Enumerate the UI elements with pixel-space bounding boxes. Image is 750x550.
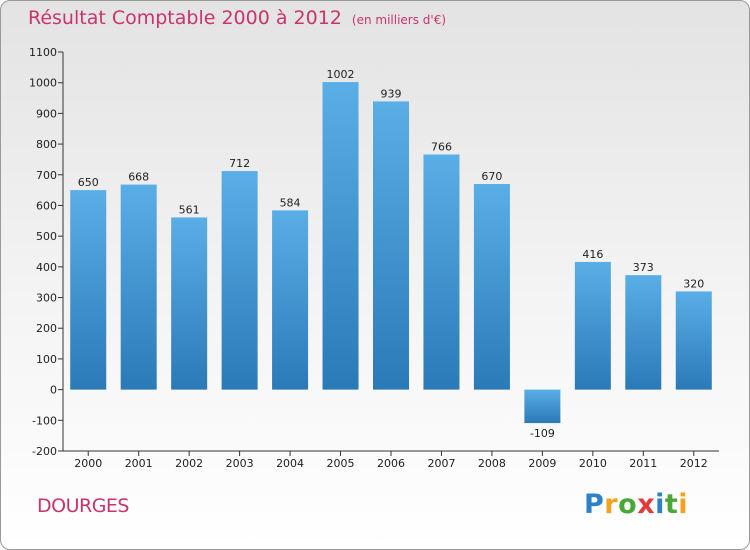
x-tick-label: 2001 — [125, 457, 153, 470]
y-tick-label: -200 — [32, 445, 57, 458]
title-line: Résultat Comptable 2000 à 2012 (en millie… — [28, 7, 446, 29]
bar — [120, 184, 157, 390]
bar — [70, 190, 107, 390]
y-tick-label: 300 — [36, 292, 57, 305]
bar — [675, 291, 712, 390]
y-tick-label: 500 — [36, 230, 57, 243]
brand-letter: i — [678, 489, 689, 520]
x-tick-label: 2008 — [478, 457, 506, 470]
x-tick-label: 2009 — [528, 457, 556, 470]
brand-letter: t — [664, 489, 679, 520]
x-tick-label: 2004 — [276, 457, 304, 470]
bar — [524, 389, 561, 424]
data-label: 939 — [381, 87, 402, 100]
brand-logo: Proxiti — [584, 489, 688, 520]
x-tick-label: 2002 — [175, 457, 203, 470]
y-tick-label: 800 — [36, 138, 57, 151]
data-label: 668 — [128, 171, 149, 184]
bar — [171, 217, 208, 390]
bar — [322, 82, 359, 390]
bar — [574, 261, 611, 390]
y-tick-label: 700 — [36, 169, 57, 182]
x-tick-label: 2005 — [327, 457, 355, 470]
bar — [473, 183, 510, 390]
data-labels: 650 668 561 712 584 1002 939 766 670 -109 416 373 32… — [78, 68, 705, 440]
commune-name: DOURGES — [37, 495, 129, 517]
chart-title: Résultat Comptable 2000 à 2012 — [28, 7, 342, 29]
y-tick-label: 400 — [36, 261, 57, 274]
bar — [373, 101, 409, 390]
x-tick-label: 2007 — [427, 457, 455, 470]
y-tick-label: 900 — [36, 107, 57, 120]
x-tick-label: 2011 — [629, 457, 657, 470]
brand-letter: r — [604, 489, 619, 520]
data-label: 650 — [78, 176, 99, 189]
data-label: 1002 — [327, 68, 355, 81]
x-tick-label: 2006 — [377, 457, 405, 470]
y-axis: -200 -100 0 100 200 300 400 500 600 700 800 900 1000… — [29, 46, 64, 458]
y-tick-label: 100 — [36, 353, 57, 366]
x-tick-label: 2000 — [74, 457, 102, 470]
y-tick-label: -100 — [32, 414, 57, 427]
brand-letter: x — [637, 489, 656, 520]
x-tick-label: 2003 — [226, 457, 254, 470]
data-label: 584 — [280, 196, 301, 209]
bars — [70, 82, 712, 424]
brand-letter: i — [655, 489, 665, 520]
data-label: 320 — [683, 277, 704, 290]
data-label: 670 — [481, 170, 502, 183]
brand-letter: P — [584, 489, 605, 520]
data-label: 373 — [633, 261, 654, 274]
y-tick-label: 200 — [36, 322, 57, 335]
x-tick-label: 2012 — [680, 457, 708, 470]
chart-subtitle: (en milliers d'€) — [351, 13, 447, 27]
y-tick-label: 1100 — [29, 46, 57, 59]
data-label: 712 — [229, 157, 250, 170]
brand-letter: o — [618, 489, 638, 520]
y-tick-label: 600 — [36, 199, 57, 212]
bar — [625, 275, 662, 390]
x-tick-label: 2010 — [579, 457, 607, 470]
y-tick-label: 1000 — [29, 77, 57, 90]
bar — [221, 171, 258, 390]
x-axis: 2000 2001 2002 2003 2004 2005 2006 2007 2008 2009… — [63, 450, 719, 470]
bar — [272, 210, 309, 390]
bar — [423, 154, 460, 390]
data-label: 561 — [179, 203, 200, 216]
data-label: 416 — [582, 248, 603, 261]
data-label: 766 — [431, 141, 452, 154]
y-tick-label: 0 — [50, 384, 57, 397]
data-label: -109 — [530, 427, 555, 440]
